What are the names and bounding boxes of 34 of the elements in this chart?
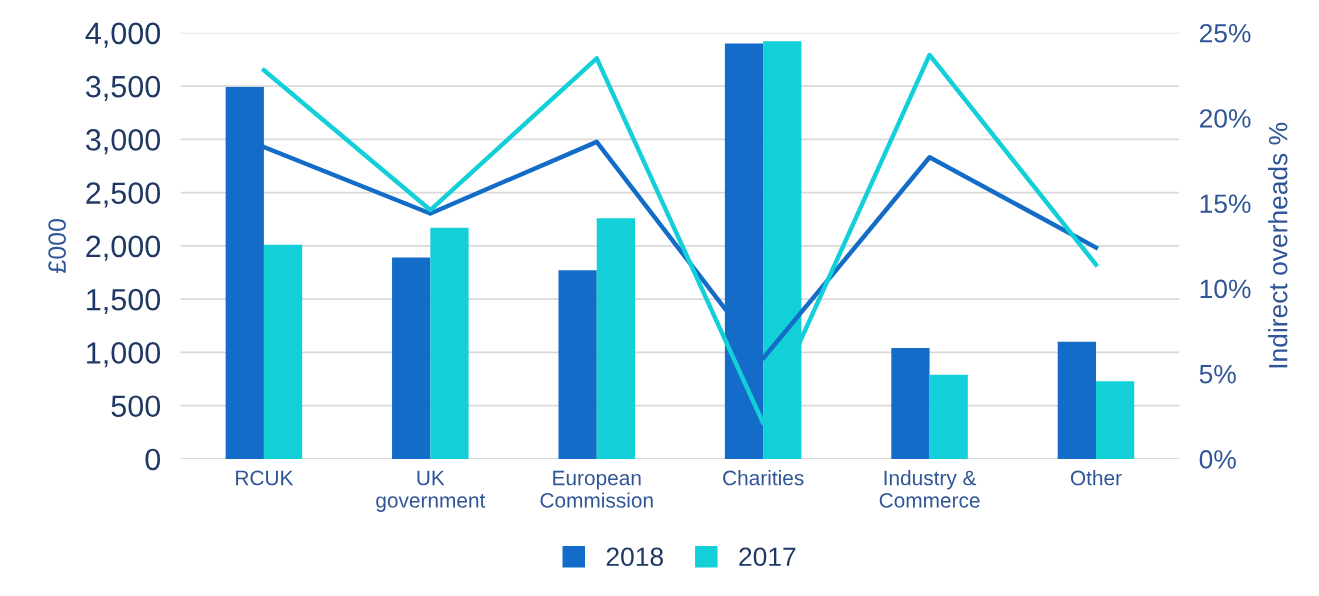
y2-tick-label: 20%	[1199, 109, 1251, 128]
y2-tick-label: 10%	[1200, 279, 1251, 299]
y2-tick-label: 5%	[1199, 364, 1236, 384]
y2-axis-title: Indirect overheads %	[1268, 122, 1288, 368]
bar	[929, 374, 968, 459]
y2-tick-label: 15%	[1200, 194, 1251, 214]
x-tick-label: European Commission	[540, 470, 653, 508]
y-tick-label: 1,500	[87, 288, 161, 315]
x-tick-label: Other	[1070, 470, 1122, 486]
bar	[891, 348, 930, 459]
bar	[392, 257, 431, 459]
y-tick-label: 2,500	[86, 182, 161, 208]
x-tick-label: RCUK	[236, 470, 294, 486]
bar	[558, 270, 597, 459]
y-tick-label: 4,000	[85, 22, 161, 48]
y-tick-label: 2,000	[86, 235, 161, 261]
bar	[263, 244, 303, 459]
y-tick-label: 1,000	[87, 342, 161, 368]
y-tick-label: 3,000	[85, 129, 161, 155]
bar	[596, 218, 636, 459]
y-tick-label: 500	[111, 395, 161, 418]
x-tick-label: Industry & Commerce	[879, 470, 980, 508]
y-axis-title: £000	[48, 219, 66, 273]
legend-label: 2017	[739, 547, 796, 567]
y2-tick-label: 25%	[1199, 23, 1251, 43]
x-tick-label: Charities	[723, 470, 804, 486]
y2-tick-label: 0%	[1199, 450, 1236, 469]
legend-label: 2018	[606, 547, 663, 567]
bar	[1057, 341, 1096, 459]
y-tick-label: 0	[145, 448, 161, 471]
bar	[1095, 381, 1135, 459]
x-tick-label: UK government	[376, 470, 486, 512]
y-tick-label: 3,500	[85, 75, 161, 102]
bar	[430, 227, 469, 459]
